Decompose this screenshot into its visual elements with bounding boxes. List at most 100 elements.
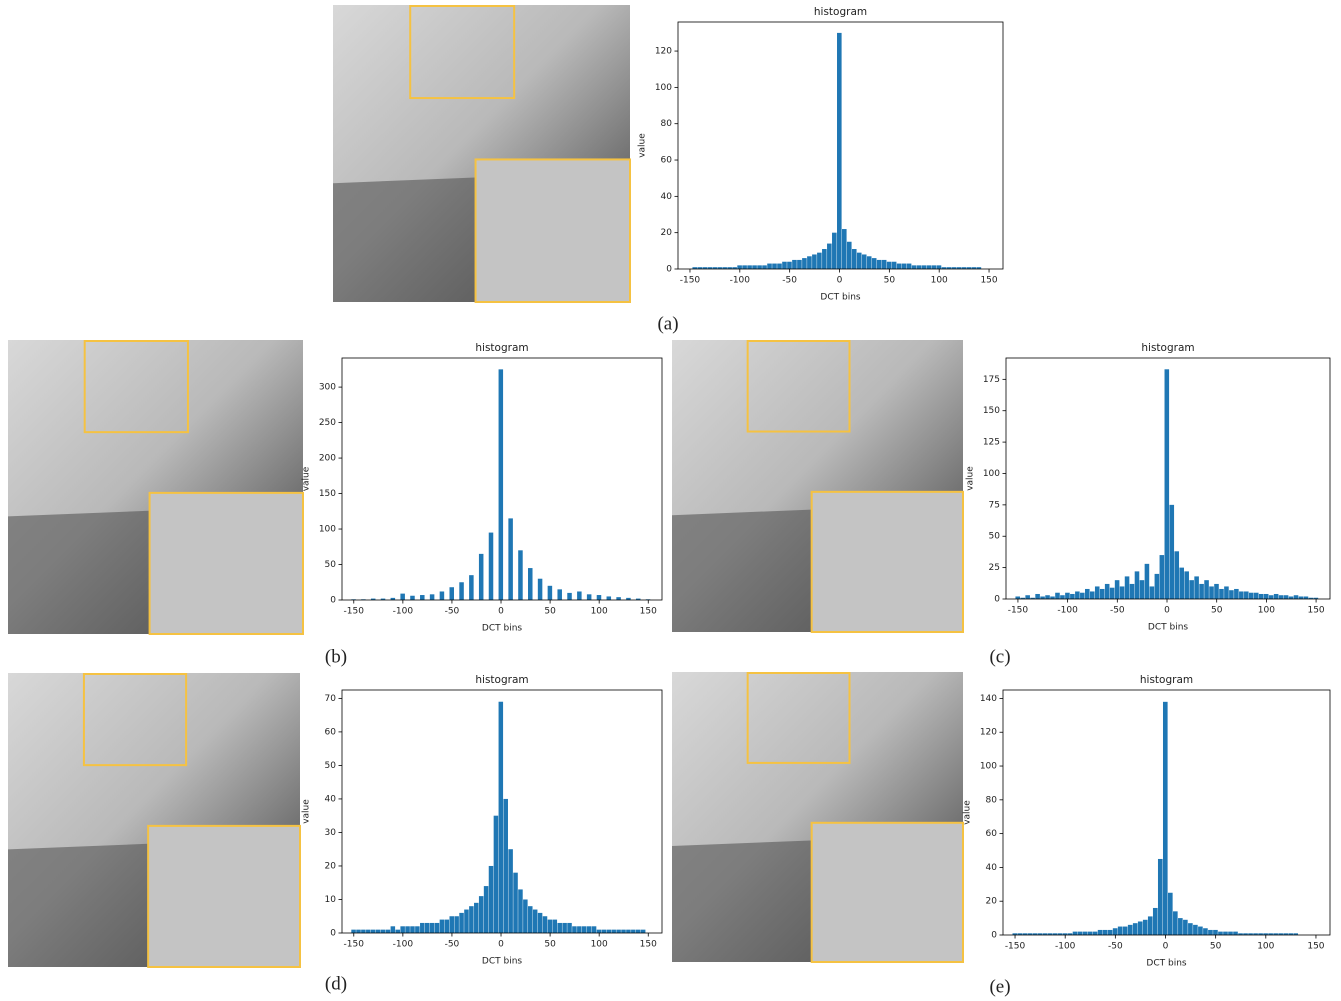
bar: [1109, 587, 1115, 599]
bar: [1288, 933, 1293, 935]
bar: [464, 909, 469, 933]
bar: [1213, 929, 1218, 935]
y-tick-label: 100: [319, 525, 336, 535]
bar: [528, 906, 533, 933]
y-tick-label: 100: [980, 762, 997, 772]
zoom-box: [746, 672, 851, 764]
y-tick-label: 20: [986, 897, 998, 907]
bar: [1137, 921, 1143, 935]
x-tick-label: 50: [544, 940, 556, 950]
bar: [732, 267, 737, 269]
caption: (a): [657, 313, 678, 334]
bar: [827, 243, 832, 269]
zoom-inset: [148, 491, 304, 635]
bar: [1198, 926, 1203, 935]
bar: [596, 595, 602, 600]
bar: [1248, 933, 1253, 935]
x-tick-label: 150: [1307, 606, 1324, 616]
bar: [747, 265, 752, 269]
bar: [552, 919, 558, 933]
bar: [586, 594, 592, 600]
zoom-inset: [147, 824, 301, 968]
y-tick-label: 20: [661, 228, 673, 238]
bar: [1089, 591, 1095, 599]
bar: [1112, 928, 1118, 935]
bar: [547, 585, 553, 600]
bar: [1040, 596, 1045, 599]
y-tick-label: 100: [983, 469, 1000, 479]
x-tick-label: 150: [980, 276, 997, 286]
bar: [1072, 931, 1078, 935]
bar: [837, 32, 842, 269]
bar: [737, 265, 742, 269]
bar: [400, 593, 405, 600]
bar: [1159, 555, 1165, 599]
bar: [1025, 595, 1030, 599]
bar: [449, 916, 454, 933]
bar: [611, 929, 616, 933]
bar: [1119, 586, 1125, 599]
bar: [513, 872, 518, 933]
bar: [1085, 588, 1090, 599]
bar: [537, 578, 543, 600]
y-tick-label: 25: [989, 563, 1000, 573]
bar: [1162, 701, 1168, 935]
bar: [1228, 931, 1233, 935]
bar: [1117, 926, 1123, 935]
x-tick-label: 50: [544, 607, 556, 617]
y-tick-label: 50: [325, 560, 337, 570]
bar: [1234, 588, 1239, 599]
bar: [1239, 591, 1244, 599]
bar: [1263, 593, 1269, 599]
bar: [961, 267, 967, 269]
y-tick-label: 0: [666, 265, 672, 275]
bar: [921, 265, 927, 269]
bar: [876, 259, 882, 269]
axes-frame: [341, 357, 663, 601]
y-tick-label: 0: [994, 595, 1000, 605]
bar: [1092, 931, 1098, 935]
bar: [1278, 595, 1284, 599]
bar: [459, 912, 464, 933]
bar: [483, 886, 489, 933]
bar: [1022, 933, 1028, 935]
y-tick-label: 80: [986, 795, 998, 805]
bar: [518, 889, 523, 933]
bar: [1194, 576, 1199, 599]
bar: [390, 597, 396, 600]
x-tick-label: -50: [1108, 942, 1123, 952]
bar: [1047, 933, 1053, 935]
bar: [1169, 504, 1175, 599]
x-tick-label: -100: [1055, 942, 1076, 952]
bar: [1122, 926, 1128, 935]
bar: [1164, 369, 1170, 599]
bar: [1104, 583, 1110, 599]
zoom-inset: [810, 490, 964, 633]
y-tick-label: 100: [655, 83, 672, 93]
bar: [498, 369, 504, 600]
bar: [1030, 597, 1035, 599]
bar: [1035, 593, 1040, 599]
bar: [871, 258, 877, 269]
bar: [410, 595, 415, 600]
bar: [946, 267, 952, 269]
bar: [370, 929, 376, 933]
bar: [1258, 933, 1263, 935]
bar: [901, 263, 907, 269]
x-tick-label: -100: [393, 607, 414, 617]
bar: [1224, 586, 1229, 599]
bar: [1238, 933, 1243, 935]
bar: [449, 587, 454, 600]
bar: [1183, 919, 1188, 935]
x-tick-label: -50: [1110, 606, 1125, 616]
bar: [727, 267, 732, 269]
bar: [1199, 583, 1204, 599]
bar: [1065, 592, 1070, 599]
y-tick-label: 50: [989, 532, 1001, 542]
bar: [702, 267, 708, 269]
y-tick-label: 140: [980, 694, 997, 704]
chart-title: histogram: [475, 342, 528, 354]
bar: [1094, 586, 1100, 599]
x-tick-label: 150: [1307, 942, 1324, 952]
bar: [557, 589, 562, 600]
